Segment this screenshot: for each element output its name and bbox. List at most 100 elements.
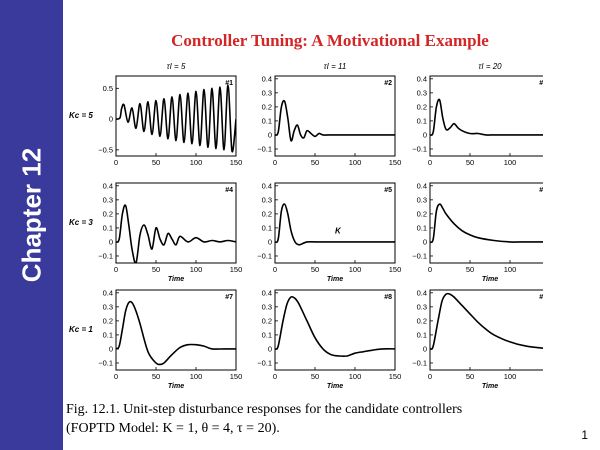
- x-tick-label: 50: [152, 372, 160, 381]
- x-axis-label: Time: [482, 276, 498, 283]
- x-tick-label: 50: [466, 265, 474, 274]
- x-tick-label: 100: [190, 265, 203, 274]
- x-tick-label: 150: [230, 265, 243, 274]
- x-tick-label: 50: [311, 265, 319, 274]
- y-tick-label: 0.1: [262, 223, 272, 232]
- x-axis-label: Time: [168, 276, 184, 283]
- plot-frame: [115, 182, 237, 264]
- x-tick-label: 50: [466, 158, 474, 167]
- caption-line-2: (FOPTD Model: K = 1, θ = 4, τ = 20).: [66, 421, 280, 436]
- y-tick-label: 0: [109, 344, 113, 353]
- caption-line-1: Fig. 12.1. Unit-step disturbance respons…: [66, 402, 463, 417]
- y-tick-label: 0: [268, 130, 272, 139]
- x-tick-label: 100: [190, 158, 203, 167]
- panel-label: #8: [384, 294, 392, 301]
- panel-label: #6: [539, 187, 543, 194]
- y-tick-label: 0: [109, 237, 113, 246]
- panel-label: #3: [539, 80, 543, 87]
- x-tick-label: 100: [349, 265, 362, 274]
- plot-frame: [274, 182, 396, 264]
- x-tick-label: 0: [114, 265, 118, 274]
- y-tick-label: −0.1: [257, 251, 272, 260]
- y-tick-label: 0.2: [262, 209, 272, 218]
- y-tick-label: 0.1: [103, 223, 113, 232]
- y-tick-label: −0.1: [98, 358, 113, 367]
- x-tick-label: 100: [349, 372, 362, 381]
- y-tick-label: −0.1: [412, 144, 427, 153]
- chart-panel: #20 50 100 150−0.100.10.20.30.4: [257, 74, 401, 167]
- y-tick-label: 0.3: [262, 302, 272, 311]
- y-tick-label: 0.4: [417, 288, 427, 297]
- x-tick-label: 50: [466, 372, 474, 381]
- x-tick-label: 150: [389, 265, 402, 274]
- y-tick-label: −0.1: [412, 358, 427, 367]
- y-tick-label: 0.3: [262, 195, 272, 204]
- panel-label: #1: [225, 80, 233, 87]
- y-tick-label: −0.1: [257, 358, 272, 367]
- page-number: 1: [581, 428, 588, 442]
- panel-label: #9: [539, 294, 543, 301]
- y-tick-label: 0: [268, 237, 272, 246]
- y-tick-label: −0.1: [98, 251, 113, 260]
- x-tick-label: 0: [428, 265, 432, 274]
- y-tick-label: 0.3: [417, 195, 427, 204]
- figure-caption: Fig. 12.1. Unit-step disturbance respons…: [66, 400, 566, 438]
- column-header: τI = 11: [324, 62, 347, 71]
- y-tick-label: 0: [268, 344, 272, 353]
- y-tick-label: 0.4: [103, 288, 113, 297]
- y-tick-label: 0.2: [103, 316, 113, 325]
- column-header: τI = 5: [167, 62, 186, 71]
- y-tick-label: 0.2: [417, 209, 427, 218]
- x-tick-label: 0: [273, 158, 277, 167]
- chapter-sidebar: Chapter 12: [0, 0, 63, 450]
- y-tick-label: 0.1: [262, 116, 272, 125]
- row-header: Kc = 5: [69, 111, 93, 120]
- row-header: Kc = 1: [69, 325, 93, 334]
- plot-frame: [429, 182, 543, 264]
- y-tick-label: 0.2: [262, 316, 272, 325]
- row-header: Kc = 3: [69, 218, 93, 227]
- plot-frame: [429, 289, 543, 371]
- panel-label: #2: [384, 80, 392, 87]
- y-tick-label: 0.3: [417, 88, 427, 97]
- x-tick-label: 50: [311, 158, 319, 167]
- x-axis-label: Time: [327, 276, 343, 283]
- y-tick-label: 0.2: [417, 102, 427, 111]
- x-axis-label: Time: [482, 383, 498, 390]
- plot-frame: [274, 289, 396, 371]
- x-tick-label: 100: [504, 265, 517, 274]
- response-curve: [116, 84, 236, 153]
- x-tick-label: 50: [152, 158, 160, 167]
- slide-title: Controller Tuning: A Motivational Exampl…: [171, 31, 489, 50]
- y-tick-label: 0: [423, 130, 427, 139]
- y-tick-label: 0.4: [262, 288, 272, 297]
- y-tick-label: −0.5: [98, 145, 113, 154]
- y-tick-label: 0.3: [103, 302, 113, 311]
- y-tick-label: 0.4: [262, 74, 272, 83]
- x-tick-label: 100: [349, 158, 362, 167]
- chart-panel: #10 50 100 150−0.500.5: [98, 75, 242, 167]
- x-tick-label: 150: [389, 372, 402, 381]
- x-tick-label: 0: [273, 372, 277, 381]
- response-curve: [116, 300, 236, 366]
- panel-label: #4: [225, 187, 233, 194]
- y-tick-label: 0.1: [262, 330, 272, 339]
- y-tick-label: 0.5: [103, 84, 113, 93]
- chart-panel: #3050100150−0.100.10.20.30.4: [412, 74, 543, 167]
- x-tick-label: 50: [311, 372, 319, 381]
- x-tick-label: 0: [114, 158, 118, 167]
- y-tick-label: 0: [109, 115, 113, 124]
- panel-label: #7: [225, 294, 233, 301]
- y-tick-label: 0.4: [417, 181, 427, 190]
- x-axis-label: Time: [168, 383, 184, 390]
- y-tick-label: 0.1: [417, 223, 427, 232]
- plot-frame: [115, 75, 237, 157]
- y-tick-label: 0.2: [417, 316, 427, 325]
- y-tick-label: 0.4: [103, 181, 113, 190]
